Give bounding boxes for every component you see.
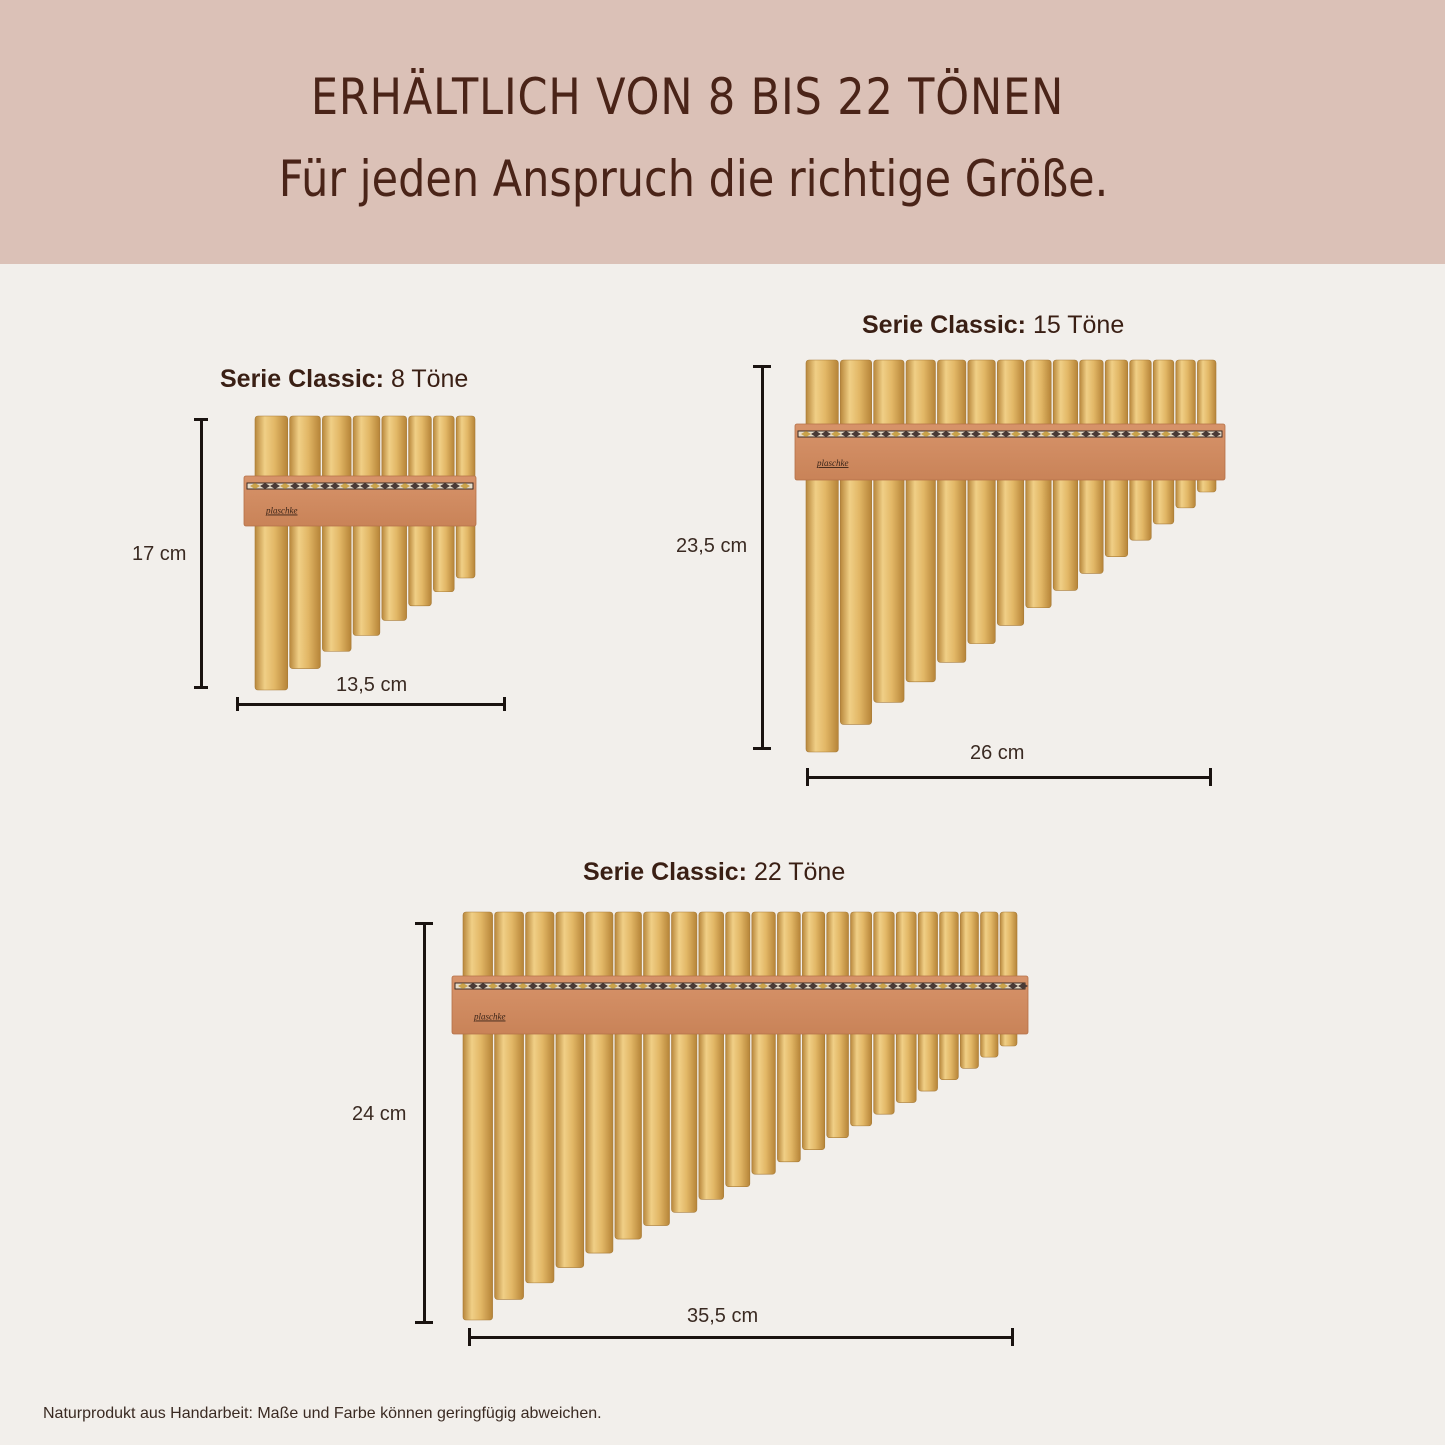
height-dimension-line (761, 365, 764, 750)
height-dimension-line (200, 418, 203, 688)
headline-tagline: Für jeden Anspruch die richtige Größe. (278, 150, 1109, 208)
width-dimension-line (469, 1336, 1014, 1339)
dimension-cap (753, 747, 771, 750)
height-label: 23,5 cm (676, 535, 748, 557)
brand-logo: plaschke (473, 1012, 506, 1022)
tones-label: 15 Töne (1032, 311, 1125, 339)
tones-label: 8 Töne (390, 365, 469, 393)
dimension-cap (753, 365, 771, 368)
width-label: 35,5 cm (687, 1305, 759, 1327)
dimension-cap (1011, 1328, 1014, 1346)
series-label: Serie Classic: (862, 311, 1026, 339)
dimension-cap (468, 1328, 471, 1346)
dimension-cap (236, 697, 239, 711)
brand-logo: plaschke (816, 458, 849, 468)
width-label: 13,5 cm (336, 674, 408, 696)
dimension-cap (415, 922, 433, 925)
dimension-cap (503, 697, 506, 711)
product-title-15: Serie Classic: 15 Töne (862, 311, 1124, 340)
brand-logo: plaschke (265, 506, 298, 516)
panflute-15-image: plaschke (794, 359, 1226, 753)
dimension-cap (194, 686, 208, 689)
dimension-cap (1209, 768, 1212, 786)
product-title-8: Serie Classic: 8 Töne (220, 365, 468, 394)
product-title-22: Serie Classic: 22 Töne (583, 858, 845, 887)
dimension-cap (806, 768, 809, 786)
dimension-cap (194, 418, 208, 421)
dimension-cap (415, 1321, 433, 1324)
height-label: 24 cm (352, 1103, 407, 1125)
tones-label: 22 Töne (753, 858, 846, 886)
width-dimension-line (807, 776, 1212, 779)
height-label: 17 cm (132, 543, 187, 565)
headline-availability: ERHÄLTLICH VON 8 BIS 22 TÖNEN (310, 68, 1065, 126)
series-label: Serie Classic: (583, 858, 747, 886)
height-dimension-line (423, 922, 426, 1324)
panflute-22-image: plaschke (451, 911, 1029, 1321)
series-label: Serie Classic: (220, 365, 384, 393)
width-label: 26 cm (970, 742, 1025, 764)
panflute-8-image: plaschke (243, 415, 477, 691)
footer-note: Naturprodukt aus Handarbeit: Maße und Fa… (43, 1405, 602, 1422)
width-dimension-line (236, 703, 506, 706)
header-banner (0, 0, 1445, 264)
